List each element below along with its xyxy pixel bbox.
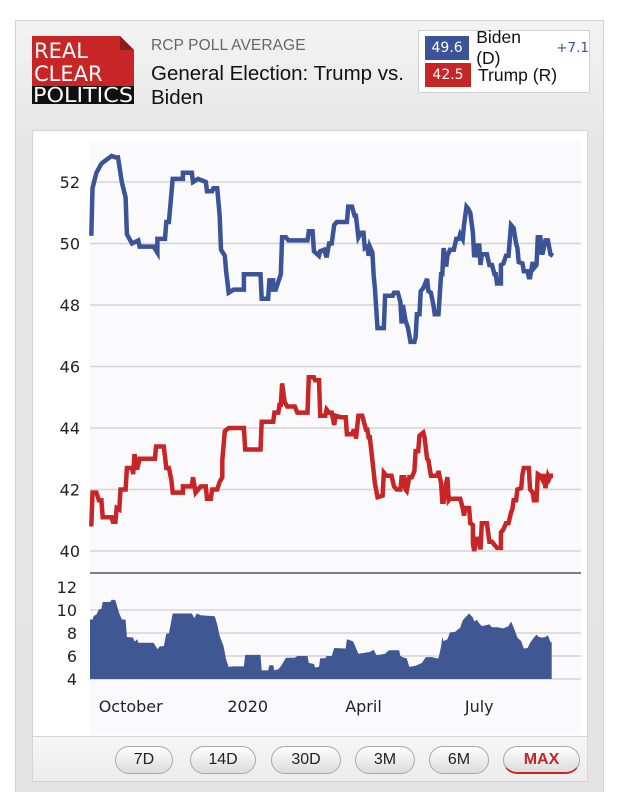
chart-container: 40 42 44 46 48 50 52 4 6 8 10 12 October 2020 April J…	[32, 130, 588, 737]
trump-line	[89, 375, 553, 552]
series-layer	[89, 153, 555, 679]
logo-fold	[120, 36, 134, 50]
poll-average-label: RCP POLL AVERAGE	[151, 37, 306, 54]
range-button-30d[interactable]: 30D	[271, 746, 341, 774]
page-title: General Election: Trump vs. Biden	[151, 62, 404, 109]
range-button-7d[interactable]: 7D	[115, 746, 173, 774]
x-tick-label: 2020	[227, 697, 268, 716]
y-tick-label: 40	[60, 542, 80, 561]
y-tick-label: 52	[60, 173, 80, 192]
range-button-14d[interactable]: 14D	[190, 746, 256, 774]
logo-red-block	[32, 36, 134, 86]
y-tick-label: 44	[60, 419, 80, 438]
legend-item-biden[interactable]: 49.6 Biden (D) +7.1	[425, 27, 589, 68]
logo-text-politics: POLITICS	[33, 83, 133, 104]
rcp-logo: REAL CLEAR POLITICS	[32, 36, 134, 104]
x-axis: October 2020 April July	[99, 697, 494, 716]
biden-line	[89, 153, 555, 345]
legend: 49.6 Biden (D) +7.1 42.5 Trump (R)	[418, 27, 590, 93]
spread-y-tick-label: 12	[57, 578, 77, 597]
spread-area	[90, 599, 552, 679]
range-button-bar: 7D 14D 30D 3M 6M MAX	[32, 737, 588, 782]
spread-y-axis: 4 6 8 10 12	[57, 578, 77, 689]
spread-y-tick-label: 6	[67, 647, 77, 666]
biden-label: Biden (D)	[476, 27, 521, 68]
y-tick-label: 48	[60, 296, 80, 315]
logo-text-real: REAL	[34, 39, 88, 63]
x-tick-label: July	[464, 697, 494, 716]
spread-y-tick-label: 10	[57, 601, 77, 620]
logo-black-block	[32, 86, 134, 104]
range-button-max[interactable]: MAX	[503, 746, 580, 774]
trump-value-badge: 42.5	[425, 63, 471, 87]
legend-item-trump[interactable]: 42.5 Trump (R)	[425, 63, 557, 87]
x-tick-label: April	[345, 697, 382, 716]
trump-label: Trump (R)	[478, 64, 558, 85]
spread-value: +7.1	[556, 40, 589, 56]
range-button-6m[interactable]: 6M	[429, 746, 489, 774]
spread-y-tick-label: 4	[67, 670, 77, 689]
y-tick-label: 46	[60, 358, 80, 377]
biden-value-badge: 49.6	[425, 36, 470, 60]
logo-text-clear: CLEAR	[34, 62, 103, 86]
range-button-3m[interactable]: 3M	[355, 746, 415, 774]
y-tick-label: 42	[60, 481, 80, 500]
x-tick-label: October	[99, 697, 163, 716]
spread-y-tick-label: 8	[67, 624, 77, 643]
y-tick-label: 50	[60, 235, 80, 254]
main-y-axis: 40 42 44 46 48 50 52	[60, 173, 80, 561]
